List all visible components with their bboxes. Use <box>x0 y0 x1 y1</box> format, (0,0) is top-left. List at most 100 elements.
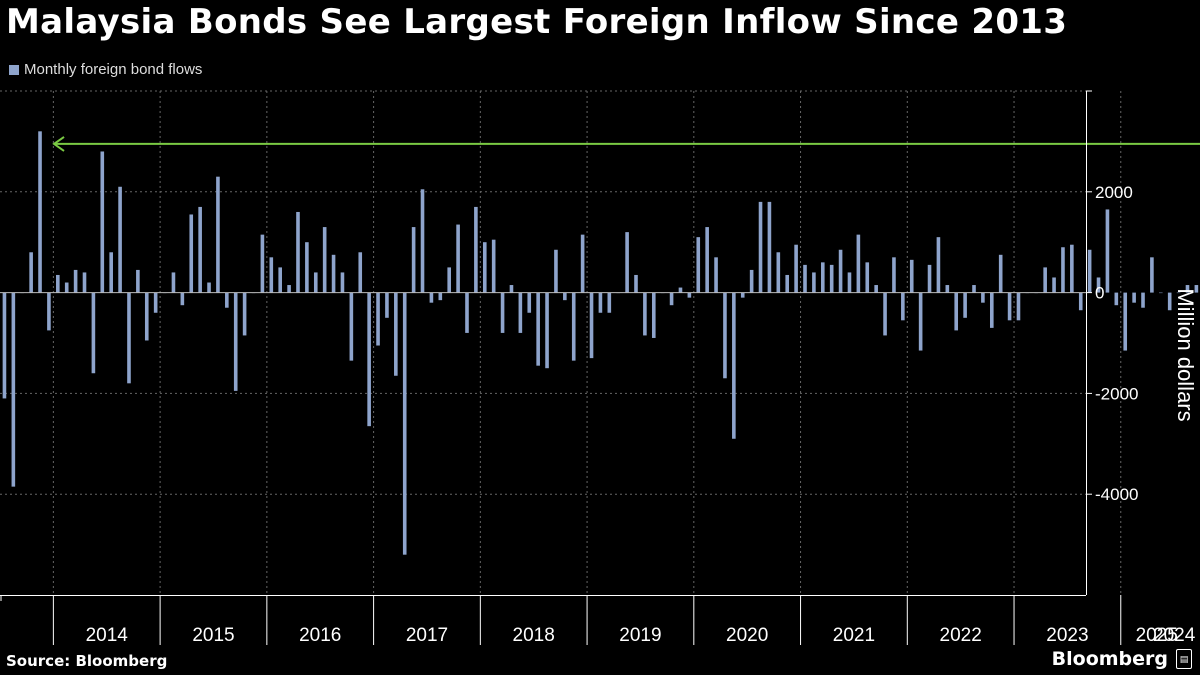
bar <box>1016 292 1021 321</box>
bar <box>927 264 932 293</box>
bar <box>376 292 380 346</box>
bar <box>1007 292 1012 321</box>
bar <box>189 214 194 293</box>
bar <box>580 234 585 293</box>
bar <box>749 269 754 293</box>
bar <box>1087 249 1092 293</box>
bar <box>313 272 318 293</box>
bar <box>936 237 941 293</box>
bar <box>402 292 407 555</box>
bar <box>803 264 807 293</box>
bar <box>643 292 647 336</box>
bar <box>287 285 291 293</box>
bar <box>385 292 389 318</box>
bar <box>856 234 861 293</box>
bar <box>322 227 327 293</box>
bar <box>331 254 336 293</box>
bar <box>358 252 363 293</box>
bar <box>847 272 852 293</box>
bar <box>1141 292 1145 308</box>
y-tick-label: 0 <box>1095 284 1104 303</box>
bar <box>954 292 959 331</box>
bar <box>438 292 443 301</box>
bar <box>1150 257 1154 293</box>
brand-logo: Bloomberg ▤ <box>1052 648 1192 670</box>
bar <box>225 292 229 308</box>
bar <box>945 285 950 293</box>
x-tick-label: 2023 <box>1046 625 1088 645</box>
bar-series <box>2 131 1199 555</box>
bar <box>687 292 692 298</box>
bar <box>456 224 460 293</box>
bar <box>73 269 78 293</box>
bar <box>865 262 870 293</box>
bar <box>563 292 567 301</box>
bar <box>598 292 603 313</box>
y-tick-label: -4000 <box>1095 485 1138 504</box>
bar <box>109 252 113 293</box>
bar <box>829 264 834 293</box>
bar <box>785 274 790 293</box>
bar <box>305 242 309 293</box>
bar <box>100 151 105 293</box>
x-tick-label: 2019 <box>619 625 661 645</box>
bar <box>91 292 96 374</box>
bar <box>82 272 87 293</box>
bar <box>349 292 354 361</box>
x-tick-label: 2018 <box>513 625 555 645</box>
y-tick-label: -2000 <box>1095 384 1138 403</box>
x-tick-label: 2024 <box>1153 625 1196 645</box>
bar <box>216 176 220 293</box>
axes: 2000 0 -2000 -4000 Million dollars 2014 2015 20… <box>0 90 1198 645</box>
bar <box>47 292 51 331</box>
bar <box>1078 292 1083 311</box>
bar <box>732 292 736 439</box>
y-axis-label: Million dollars <box>1173 288 1198 421</box>
bar <box>1159 292 1163 294</box>
bar <box>1194 285 1199 293</box>
bar <box>394 292 398 376</box>
legend-label: Monthly foreign bond flows <box>24 61 203 78</box>
bar <box>812 272 816 293</box>
bar <box>981 292 985 303</box>
bar <box>838 249 843 293</box>
x-tick-label: 2021 <box>833 625 875 645</box>
bar <box>909 259 914 293</box>
bar <box>411 227 416 293</box>
bar <box>714 257 718 293</box>
bar <box>1043 267 1047 293</box>
bar <box>278 267 282 293</box>
bar <box>29 252 33 293</box>
bar <box>972 285 976 293</box>
bar <box>589 292 594 359</box>
annotation-arrow-head <box>52 136 65 152</box>
bar <box>1105 209 1110 293</box>
bar <box>625 232 629 293</box>
bar <box>269 257 274 293</box>
x-tick-label: 2017 <box>406 625 448 645</box>
bar <box>500 292 505 333</box>
bar <box>901 292 905 321</box>
bar <box>669 292 674 306</box>
bar <box>296 211 300 293</box>
bar <box>989 292 994 328</box>
bar <box>118 186 122 293</box>
bar <box>340 272 345 293</box>
bar <box>767 201 772 293</box>
bar <box>465 292 469 333</box>
bar <box>1132 292 1136 303</box>
bar <box>918 292 923 351</box>
bar <box>1061 247 1065 293</box>
bar <box>171 272 176 293</box>
bar <box>696 237 701 293</box>
bar <box>776 252 781 293</box>
bar <box>607 292 612 313</box>
chart-area: 2000 0 -2000 -4000 Million dollars 2014 2015 20… <box>0 90 1200 645</box>
bar <box>963 292 967 318</box>
legend: Monthly foreign bond flows <box>9 61 202 78</box>
bar <box>2 292 7 399</box>
bar <box>1114 292 1119 306</box>
bar <box>198 206 202 293</box>
bar <box>420 189 425 293</box>
bar <box>1167 292 1172 311</box>
